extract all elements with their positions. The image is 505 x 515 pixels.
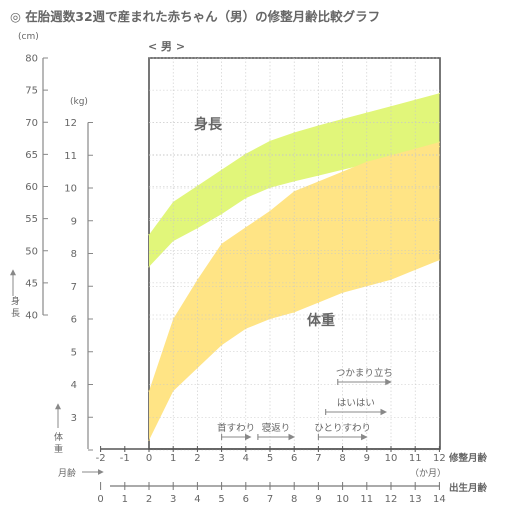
band-height xyxy=(149,93,440,267)
point-height-lower xyxy=(148,266,150,268)
x-tick-label: -1 xyxy=(120,453,130,464)
x-tick-label: -2 xyxy=(96,453,106,464)
point-height-upper xyxy=(438,92,440,94)
x-tick-label: 8 xyxy=(339,453,345,464)
weight-tick-label: 5 xyxy=(71,347,77,358)
point-weight-lower xyxy=(438,259,440,261)
point-weight-lower xyxy=(148,439,150,441)
weight-tick-label: 7 xyxy=(71,282,77,293)
x-tick-label: 9 xyxy=(364,453,370,464)
secondary-tick-label: 3 xyxy=(170,494,176,505)
height-axis: 40 45 50 55 60 65 70 75 80 xyxy=(10,54,48,322)
x-tick-label: 11 xyxy=(409,453,422,464)
weight-axis-label: 体 重 xyxy=(54,431,66,455)
chart-title: ◎ 在胎週数32週で産まれた赤ちゃん（男）の修整月齢比較グラフ xyxy=(10,9,380,24)
point-weight-lower xyxy=(317,302,319,304)
x-tick-label: 5 xyxy=(267,453,273,464)
secondary-tick-label: 1 xyxy=(122,494,128,505)
secondary-tick-label: 2 xyxy=(146,494,152,505)
x-tick-label: 1 xyxy=(170,453,176,464)
weight-axis-unit: (kg) xyxy=(70,97,88,107)
series-label-weight: 体重 xyxy=(307,312,335,329)
height-axis-unit: (cm) xyxy=(18,32,39,42)
x-axis-label: 修整月齢 xyxy=(448,452,488,464)
weight-tick-label: 9 xyxy=(71,216,77,227)
secondary-tick-label: 4 xyxy=(194,494,200,505)
milestone-label: つかまり立ち xyxy=(336,367,393,379)
height-tick-label: 80 xyxy=(25,54,38,65)
point-height-upper xyxy=(342,118,344,120)
milestone-label: 寝返り xyxy=(262,422,291,434)
point-weight-upper xyxy=(342,171,344,173)
height-tick-label: 50 xyxy=(25,246,38,257)
secondary-tick-label: 13 xyxy=(409,494,422,505)
point-weight-lower xyxy=(196,367,198,369)
secondary-tick-label: 14 xyxy=(433,494,446,505)
point-height-upper xyxy=(196,185,198,187)
point-height-lower xyxy=(317,174,319,177)
x-tick-label: 0 xyxy=(146,453,152,464)
height-tick-label: 55 xyxy=(25,214,38,225)
x-tick-label: 3 xyxy=(218,453,224,464)
weight-tick-label: 12 xyxy=(64,118,77,129)
point-height-upper xyxy=(366,112,368,114)
point-height-lower xyxy=(221,213,223,215)
secondary-tick-label: 12 xyxy=(385,494,398,505)
milestone-label: はいはい xyxy=(337,398,375,409)
point-weight-upper xyxy=(148,390,150,392)
point-height-lower xyxy=(196,227,198,229)
secondary-x-axis: 0 1 2 3 4 5 6 7 8 9 10 11 12 13 14 xyxy=(82,469,446,505)
x-tick-label: 12 xyxy=(433,453,446,464)
secondary-x-axis-label: 出生月齢 xyxy=(449,482,488,494)
x-tick-label: 10 xyxy=(385,453,398,464)
x-axis: -2 -1 0 1 2 3 4 5 6 7 8 9 10 11 12 xyxy=(96,446,446,464)
weight-tick-label: 4 xyxy=(71,380,77,391)
point-weight-lower xyxy=(293,311,295,314)
secondary-tick-label: 6 xyxy=(243,494,249,505)
height-tick-label: 75 xyxy=(25,86,38,97)
weight-axis: 3 4 5 6 7 8 9 10 11 12 xyxy=(55,118,93,451)
secondary-tick-label: 7 xyxy=(267,494,273,505)
point-height-lower xyxy=(342,169,344,171)
point-weight-upper xyxy=(269,210,271,212)
point-weight-upper xyxy=(366,161,368,163)
x-tick-label: 6 xyxy=(291,453,297,464)
weight-tick-label: 3 xyxy=(71,413,77,424)
point-height-upper xyxy=(390,105,392,107)
secondary-tick-label: 10 xyxy=(336,494,349,505)
secondary-tick-label: 0 xyxy=(97,494,103,505)
milestone-label: ひとりすわり xyxy=(314,423,371,434)
secondary-tick-label: 9 xyxy=(315,494,321,505)
point-weight-lower xyxy=(414,269,416,271)
height-tick-label: 60 xyxy=(25,182,38,193)
weight-tick-label: 6 xyxy=(71,315,77,326)
point-weight-lower xyxy=(269,318,271,320)
weight-tick-label: 11 xyxy=(64,151,77,162)
height-tick-label: 45 xyxy=(25,278,38,289)
point-height-upper xyxy=(148,234,150,236)
weight-tick-label: 8 xyxy=(71,249,77,260)
weight-tick-label: 10 xyxy=(64,184,77,195)
chart-subtitle: < 男 > xyxy=(148,40,185,53)
secondary-axis-arrow-label: 月齢 xyxy=(58,467,76,479)
milestones: 首すわり 寝返り ひとりすわり はいはい つかまり立ち xyxy=(217,367,393,441)
point-height-upper xyxy=(269,140,271,142)
point-weight-upper xyxy=(438,141,440,143)
point-weight-upper xyxy=(414,148,416,150)
milestone-label: 首すわり xyxy=(217,422,255,434)
height-tick-label: 70 xyxy=(25,118,38,129)
point-weight-upper xyxy=(172,318,174,320)
series-label-height: 身長 xyxy=(194,116,223,133)
x-tick-label: 2 xyxy=(194,453,200,464)
secondary-tick-label: 8 xyxy=(291,494,297,505)
secondary-tick-label: 11 xyxy=(360,494,373,505)
x-tick-label: 7 xyxy=(315,453,321,464)
x-tick-label: 4 xyxy=(243,453,249,464)
x-axis-unit: （か月） xyxy=(410,468,446,479)
height-axis-label: 身 長 xyxy=(11,295,23,319)
height-tick-label: 40 xyxy=(25,311,38,322)
secondary-tick-label: 5 xyxy=(218,494,224,505)
height-tick-label: 65 xyxy=(25,150,38,161)
